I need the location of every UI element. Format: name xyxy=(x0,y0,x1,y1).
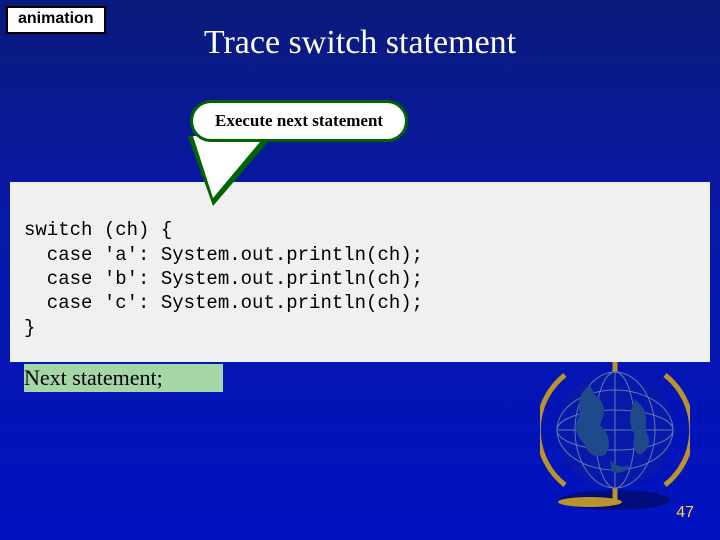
slide: animation Trace switch statement Execute… xyxy=(0,0,720,540)
callout-arrow-fill xyxy=(193,136,265,198)
globe-icon xyxy=(540,360,690,510)
callout-box: Execute next statement xyxy=(190,100,408,142)
next-statement-highlight: Next statement; xyxy=(24,364,223,392)
callout: Execute next statement xyxy=(190,100,408,142)
code-line-2: case 'b': System.out.println(ch); xyxy=(24,268,423,290)
code-line-3: case 'c': System.out.println(ch); xyxy=(24,292,423,314)
slide-title-text: Trace switch statement xyxy=(204,24,516,61)
code-line-1: case 'a': System.out.println(ch); xyxy=(24,244,423,266)
page-number-value: 47 xyxy=(676,504,694,521)
slide-title: Trace switch statement xyxy=(0,24,720,62)
next-statement-text: Next statement; xyxy=(24,365,163,390)
code-line-0: switch (ch) { xyxy=(24,219,172,241)
code-block: switch (ch) { case 'a': System.out.print… xyxy=(10,182,710,362)
code-line-4: } xyxy=(24,317,35,339)
page-number: 47 xyxy=(676,504,694,522)
callout-text: Execute next statement xyxy=(215,111,383,130)
